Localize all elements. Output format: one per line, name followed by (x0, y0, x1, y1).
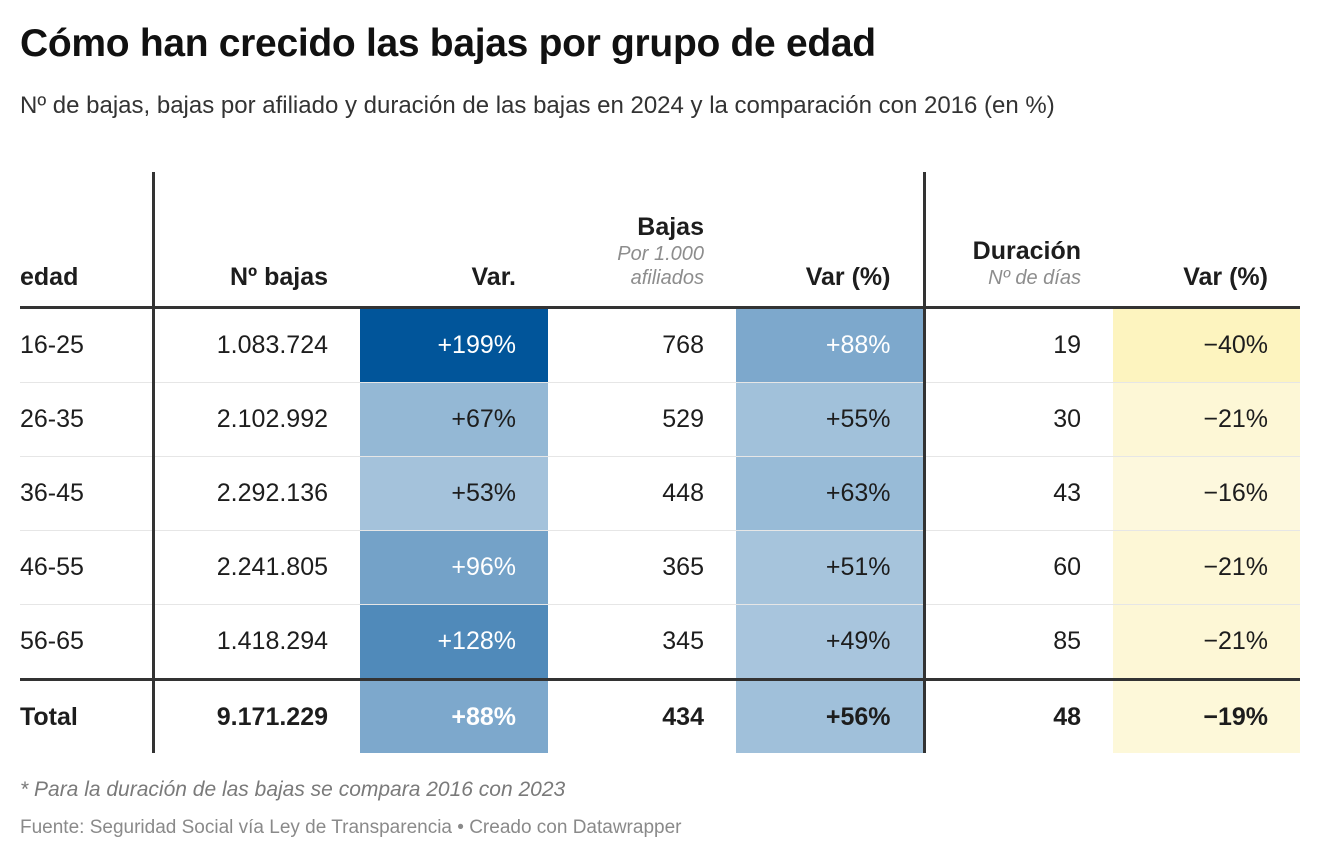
cell-n-bajas: 1.083.724 (151, 307, 360, 383)
cell-duracion: 60 (922, 530, 1113, 605)
cell-bajas-afiliado: 365 (548, 530, 736, 605)
cell-var-n: +67% (360, 382, 548, 457)
cell-edad: 16-25 (20, 331, 84, 359)
col-header-n-bajas: Nº bajas (151, 172, 360, 309)
cell-n-bajas: 2.241.805 (151, 530, 360, 605)
cell-duracion: 19 (922, 307, 1113, 383)
chart-title: Cómo han crecido las bajas por grupo de … (20, 22, 876, 65)
cell-n-bajas-total: 9.171.229 (151, 678, 360, 753)
cell-edad: 36-45 (20, 456, 153, 531)
cell-var-afiliado-total: +56% (736, 678, 924, 753)
cell-var-duracion-total: −19% (1113, 678, 1300, 753)
cell-edad-total: Total (20, 678, 153, 753)
cell-bajas-afiliado: 345 (548, 604, 736, 680)
source-credit: Fuente: Seguridad Social vía Ley de Tran… (20, 817, 682, 838)
cell-var-duracion: −21% (1113, 382, 1300, 457)
cell-duracion: 85 (922, 604, 1113, 680)
cell-n-bajas: 2.292.136 (151, 456, 360, 531)
cell-edad: 46-55 (20, 530, 153, 605)
cell-var-n-total: +88% (360, 678, 548, 753)
cell-var-duracion: −40% (1113, 307, 1300, 383)
table-row: 36-45 2.292.136 +53% 448 +63% 43 −16% (20, 456, 1300, 531)
cell-duracion: 43 (922, 456, 1113, 531)
cell-var-n: +128% (360, 604, 548, 680)
cell-var-n: +199% (360, 307, 548, 383)
cell-n-bajas: 2.102.992 (151, 382, 360, 457)
cell-edad: 56-65 (20, 604, 153, 680)
cell-duracion: 30 (922, 382, 1113, 457)
cell-var-afiliado: +55% (736, 382, 924, 457)
cell-var-n: +53% (360, 456, 548, 531)
col-subheader-duracion: Nº de días (988, 267, 1081, 289)
col-header-edad: edad (20, 172, 153, 309)
cell-bajas-afiliado-total: 434 (548, 678, 736, 753)
cell-bajas-afiliado: 529 (548, 382, 736, 457)
cell-var-afiliado: +49% (736, 604, 924, 680)
table-row: 46-55 2.241.805 +96% 365 +51% 60 −21% (20, 530, 1300, 605)
cell-var-duracion: −21% (1113, 530, 1300, 605)
cell-var-n: +96% (360, 530, 548, 605)
table-row: 26-35 2.102.992 +67% 529 +55% 30 −21% (20, 382, 1300, 457)
table-row: 56-65 1.418.294 +128% 345 +49% 85 −21% (20, 604, 1300, 680)
header-row: edad Nº bajas Var. Bajas Por 1.000 afili… (20, 172, 1300, 309)
cell-var-afiliado: +51% (736, 530, 924, 605)
cell-n-bajas: 1.418.294 (151, 604, 360, 680)
col-subheader-bajas-afiliado: Por 1.000 afiliados (617, 243, 704, 289)
cell-bajas-afiliado: 448 (548, 456, 736, 531)
col-header-duracion: Duración Nº de días (922, 172, 1113, 309)
col-header-var-duracion: Var (%) (1113, 172, 1300, 309)
cell-var-afiliado: +88% (736, 307, 924, 383)
col-header-bajas-afiliado: Bajas Por 1.000 afiliados (548, 172, 736, 309)
cell-var-afiliado: +63% (736, 456, 924, 531)
chart-subtitle: Nº de bajas, bajas por afiliado y duraci… (20, 92, 1055, 119)
cell-bajas-afiliado: 768 (662, 331, 704, 359)
col-header-var-n: Var. (360, 172, 548, 309)
footnote: * Para la duración de las bajas se compa… (20, 778, 566, 801)
cell-edad: 26-35 (20, 382, 153, 457)
cell-duracion-total: 48 (922, 678, 1113, 753)
cell-var-duracion: −21% (1113, 604, 1300, 680)
cell-var-duracion: −16% (1113, 456, 1300, 531)
total-row: Total 9.171.229 +88% 434 +56% 48 −19% (20, 678, 1300, 753)
col-header-var-afiliado: Var (%) (736, 172, 924, 309)
table-row: 16-25 1.083.724 +199% 768 +88% 19 −40% (20, 307, 1300, 383)
data-table: edad Nº bajas Var. Bajas Por 1.000 afili… (20, 172, 1300, 753)
